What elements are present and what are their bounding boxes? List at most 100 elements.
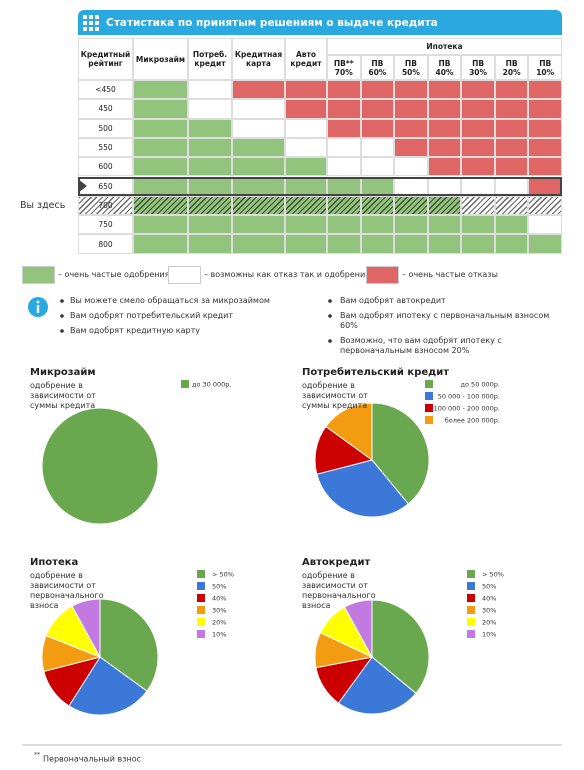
cell [232, 215, 285, 235]
cell [188, 157, 232, 177]
legend-label: 40% [482, 595, 496, 603]
column-header: Потреб. кредит [188, 38, 232, 80]
column-header: ПВ 50% [394, 55, 428, 80]
legend-label: до 50 000р. [461, 381, 500, 389]
note: Вам одобрят ипотеку с первоначальным взн… [340, 311, 550, 330]
rating-cell: <450 [78, 80, 133, 100]
cell [360, 99, 395, 119]
legend-swatch [467, 594, 475, 602]
cell [461, 137, 495, 158]
pie-slice [41, 407, 159, 525]
pie-slice [343, 599, 373, 658]
cell [285, 80, 327, 100]
chart-subtitle: одобрение в зависимости от суммы кредита [302, 381, 368, 410]
cell [327, 215, 361, 235]
chart-title: Микрозайм [30, 367, 96, 378]
cell [285, 234, 327, 254]
bullet [60, 314, 64, 318]
cell [188, 137, 232, 158]
cell [461, 99, 495, 119]
header-title: Статистика по принятым решениям о выдаче… [106, 17, 438, 29]
cell [232, 118, 285, 138]
cell [427, 157, 462, 177]
legend-label: – очень частые одобрения [58, 270, 170, 279]
rating-cell: 450 [78, 99, 133, 119]
legend-label: 30% [212, 607, 226, 615]
cell [427, 234, 462, 254]
cell [494, 118, 529, 138]
cell [427, 137, 462, 158]
pie-slice [68, 656, 148, 716]
cell [285, 137, 327, 158]
marked-row [78, 176, 562, 196]
pie-slice [371, 599, 430, 695]
cell [528, 137, 562, 158]
column-header: ПВ 60% [360, 55, 395, 80]
cell [188, 80, 232, 100]
cell [494, 137, 529, 158]
bullet [60, 299, 64, 303]
cell [285, 99, 327, 119]
legend-swatch [425, 404, 433, 412]
legend-swatch [197, 570, 205, 578]
chart-subtitle: одобрение в зависимости от первоначально… [30, 571, 104, 610]
cell [360, 195, 395, 216]
cell [285, 157, 327, 177]
column-header: Авто кредит [285, 38, 327, 80]
cell [232, 195, 285, 216]
cell [232, 137, 285, 158]
cell [327, 195, 361, 216]
note: Вы можете смело обращаться за микрозаймо… [70, 296, 270, 305]
column-header: Кредитная карта [232, 38, 285, 80]
cell [232, 80, 285, 100]
pie-slice [371, 402, 430, 505]
cell [360, 118, 395, 138]
legend-label: до 30 000р. [192, 381, 231, 389]
cell [494, 215, 529, 235]
legend-label: 30% [482, 607, 496, 615]
chart-title: Автокредит [302, 557, 371, 568]
chart-title: Ипотека [30, 557, 79, 568]
column-header: ПВ 20% [494, 55, 529, 80]
cell [394, 234, 428, 254]
cell [188, 99, 232, 119]
legend-label: 20% [482, 619, 496, 627]
note: Вам одобрят кредитную карту [70, 326, 200, 335]
cell [394, 195, 428, 216]
pie-slice [325, 402, 373, 461]
cell [360, 137, 395, 158]
cell [327, 118, 361, 138]
cell [494, 195, 529, 216]
cell [133, 137, 188, 158]
cell [427, 215, 462, 235]
cell [285, 215, 327, 235]
cell [528, 234, 562, 254]
cell [528, 195, 562, 216]
legend-swatch [467, 570, 475, 578]
cell [327, 99, 361, 119]
cell [528, 80, 562, 100]
cell [528, 215, 562, 235]
legend-label: 10% [212, 631, 226, 639]
note: Возможно, что вам одобрят ипотеку с перв… [340, 336, 502, 355]
cell [232, 99, 285, 119]
header-icon [83, 15, 99, 31]
legend-label: > 50% [482, 571, 504, 579]
cell [427, 80, 462, 100]
legend-swatch [197, 582, 205, 590]
legend-label: > 50% [212, 571, 234, 579]
pie-slice [337, 656, 417, 715]
legend-swatch [366, 266, 399, 284]
cell [360, 80, 395, 100]
cell [394, 118, 428, 138]
footnote-text: Первоначальный взнос [43, 755, 141, 764]
chart-subtitle: одобрение в зависимости от суммы кредита [30, 381, 96, 410]
bullet [328, 299, 332, 303]
rating-cell: 800 [78, 234, 133, 254]
legend-label: 40% [212, 595, 226, 603]
cell [188, 118, 232, 138]
legend-swatch [197, 594, 205, 602]
legend-label: 10% [482, 631, 496, 639]
cell [133, 157, 188, 177]
